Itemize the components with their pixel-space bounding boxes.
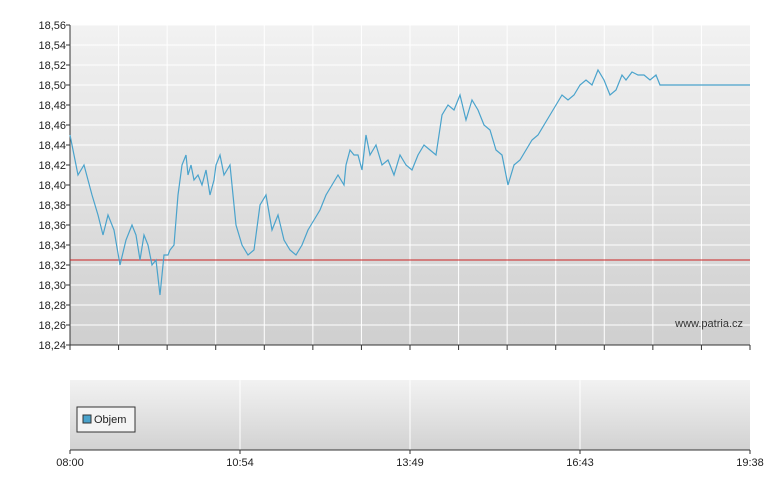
y-tick-label: 18,30	[38, 280, 66, 292]
y-tick-label: 18,56	[38, 20, 66, 32]
y-tick-label: 18,32	[38, 260, 66, 272]
watermark: www.patria.cz	[674, 318, 743, 330]
y-tick-label: 18,34	[38, 240, 66, 252]
y-tick-label: 18,24	[38, 340, 66, 352]
y-tick-label: 18,46	[38, 120, 66, 132]
volume-x-labels: 08:00 10:54 13:49 16:43 19:38	[56, 450, 764, 469]
y-tick-label: 18,52	[38, 60, 66, 72]
y-tick-label: 18,36	[38, 220, 66, 232]
volume-grid	[239, 380, 581, 450]
y-tick-label: 18,50	[38, 80, 66, 92]
y-tick-label: 18,48	[38, 100, 66, 112]
y-tick-label: 18,28	[38, 300, 66, 312]
x-tick-label: 08:00	[56, 457, 84, 469]
y-axis-ticks: 18,56 18,54 18,52 18,50 18,48 18,46 18,44 18,42…	[38, 20, 70, 352]
x-tick-label: 10:54	[226, 457, 254, 469]
legend-label: Objem	[94, 414, 126, 426]
price-series-line	[69, 68, 750, 296]
y-tick-label: 18,38	[38, 200, 66, 212]
y-tick-label: 18,40	[38, 180, 66, 192]
y-tick-label: 18,42	[38, 160, 66, 172]
main-grid	[70, 24, 750, 346]
x-tick-label: 16:43	[566, 457, 594, 469]
main-x-ticks	[69, 345, 751, 350]
y-tick-label: 18,26	[38, 320, 66, 332]
x-tick-label: 13:49	[396, 457, 424, 469]
y-tick-label: 18,44	[38, 140, 66, 152]
volume-legend: Objem	[76, 406, 136, 433]
legend-swatch	[82, 414, 92, 424]
x-tick-label: 19:38	[736, 457, 764, 469]
y-tick-label: 18,54	[38, 40, 66, 52]
legend-box	[76, 406, 136, 433]
